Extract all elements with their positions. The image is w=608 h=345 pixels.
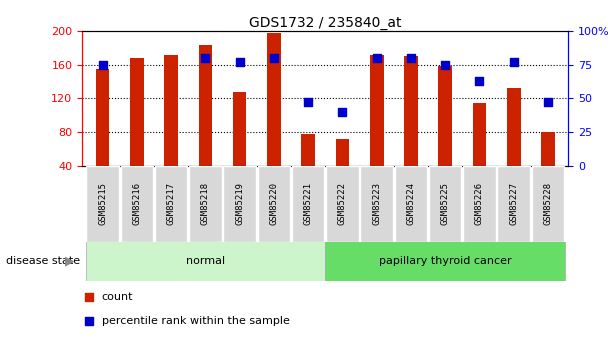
- Bar: [164, 55, 178, 166]
- Title: GDS1732 / 235840_at: GDS1732 / 235840_at: [249, 16, 401, 30]
- Bar: [155, 166, 187, 242]
- Text: GSM85219: GSM85219: [235, 182, 244, 225]
- Point: [85, 318, 94, 324]
- Text: ▶: ▶: [65, 255, 75, 268]
- Bar: [120, 166, 153, 242]
- Point: [372, 55, 382, 61]
- Point: [406, 55, 416, 61]
- Text: normal: normal: [186, 256, 225, 266]
- Bar: [96, 69, 109, 166]
- Bar: [395, 166, 427, 242]
- Bar: [199, 45, 212, 166]
- Bar: [370, 55, 384, 166]
- Text: GSM85223: GSM85223: [372, 182, 381, 225]
- Text: percentile rank within the sample: percentile rank within the sample: [102, 316, 289, 326]
- Text: GSM85220: GSM85220: [269, 182, 278, 225]
- Bar: [233, 91, 246, 166]
- Bar: [267, 33, 281, 166]
- Point: [475, 78, 485, 83]
- Bar: [302, 134, 315, 166]
- Bar: [429, 166, 461, 242]
- Bar: [223, 166, 256, 242]
- Point: [543, 100, 553, 105]
- Bar: [531, 166, 564, 242]
- Bar: [292, 166, 325, 242]
- Bar: [336, 139, 349, 166]
- Text: disease state: disease state: [6, 256, 80, 266]
- Text: GSM85222: GSM85222: [338, 182, 347, 225]
- Point: [440, 62, 450, 68]
- Bar: [463, 166, 496, 242]
- Text: GSM85215: GSM85215: [98, 182, 107, 225]
- Bar: [258, 166, 290, 242]
- Text: GSM85226: GSM85226: [475, 182, 484, 225]
- Bar: [507, 88, 520, 166]
- Text: GSM85218: GSM85218: [201, 182, 210, 225]
- Text: GSM85216: GSM85216: [133, 182, 142, 225]
- Text: GSM85221: GSM85221: [303, 182, 313, 225]
- Bar: [497, 166, 530, 242]
- Bar: [189, 166, 222, 242]
- Text: GSM85224: GSM85224: [406, 182, 415, 225]
- Text: GSM85225: GSM85225: [441, 182, 450, 225]
- Text: GSM85228: GSM85228: [544, 182, 553, 225]
- Bar: [325, 241, 565, 281]
- Point: [98, 62, 108, 68]
- Text: papillary thyroid cancer: papillary thyroid cancer: [379, 256, 511, 266]
- Bar: [86, 241, 325, 281]
- Point: [85, 294, 94, 299]
- Bar: [130, 58, 143, 166]
- Bar: [326, 166, 359, 242]
- Bar: [541, 132, 554, 166]
- Bar: [472, 102, 486, 166]
- Text: GSM85227: GSM85227: [509, 182, 518, 225]
- Point: [303, 100, 313, 105]
- Point: [337, 109, 347, 115]
- Bar: [438, 66, 452, 166]
- Text: count: count: [102, 292, 133, 302]
- Text: GSM85217: GSM85217: [167, 182, 176, 225]
- Bar: [86, 166, 119, 242]
- Point: [509, 59, 519, 65]
- Bar: [361, 166, 393, 242]
- Point: [235, 59, 244, 65]
- Point: [201, 55, 210, 61]
- Point: [269, 55, 278, 61]
- Bar: [404, 56, 418, 166]
